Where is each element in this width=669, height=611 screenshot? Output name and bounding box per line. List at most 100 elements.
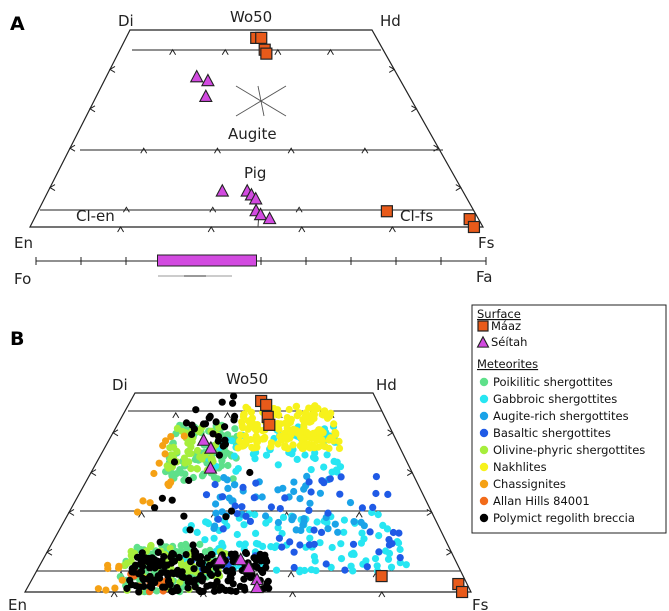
meteorite-point [176, 578, 184, 586]
meteorite-point [94, 585, 102, 593]
corner-label-di-b: Di [112, 376, 128, 394]
meteorite-point [187, 558, 195, 566]
meteorite-point [153, 557, 162, 565]
tick-mark [411, 105, 418, 113]
meteorite-point [223, 567, 231, 575]
augite-cross [235, 85, 287, 117]
meteorite-point [174, 566, 182, 575]
tick-mark [169, 48, 177, 55]
meteorite-point [317, 528, 326, 537]
meteorite-point [383, 525, 391, 533]
meteorite-point [184, 584, 192, 592]
meteorite-point [224, 484, 232, 492]
legend-marker-circle [479, 496, 489, 506]
tick-mark [90, 469, 97, 477]
meteorite-point [387, 563, 396, 571]
meteorite-point [305, 418, 314, 426]
meteorite-point [360, 535, 368, 543]
maaz-point [375, 569, 388, 583]
meteorite-point [240, 575, 248, 583]
meteorite-point [402, 561, 410, 569]
meteorite-point [200, 566, 208, 574]
meteorite-point [186, 526, 194, 534]
meteorite-point [363, 563, 371, 571]
corner-label-wo50-b: Wo50 [226, 370, 268, 388]
meteorite-point [173, 586, 182, 595]
meteorite-point [341, 566, 349, 574]
meteorite-point [118, 576, 126, 584]
meteorite-point [165, 481, 173, 490]
meteorite-point [246, 468, 254, 477]
meteorite-point [168, 569, 176, 577]
meteorite-point [278, 543, 286, 551]
meteorite-point [182, 551, 190, 559]
maaz-point [455, 585, 469, 599]
meteorite-point [184, 567, 193, 575]
corner-label-en-b: En [8, 596, 27, 611]
tick-mark [138, 511, 145, 518]
meteorite-point [164, 577, 173, 586]
meteorite-point [296, 428, 304, 436]
meteorite-point [192, 406, 200, 414]
meteorite-point [246, 517, 254, 526]
meteorite-point [334, 528, 342, 536]
meteorite-point [281, 434, 290, 442]
olivine-label-fa: Fa [476, 268, 492, 286]
meteorite-point [281, 494, 289, 502]
meteorite-point [242, 549, 251, 558]
meteorite-point [218, 457, 226, 465]
meteorite-point [151, 504, 159, 512]
meteorite-point [154, 548, 162, 557]
meteorite-point [275, 411, 283, 419]
meteorite-point [301, 566, 309, 575]
meteorite-point [296, 541, 304, 549]
meteorite-point [389, 528, 397, 537]
meteorite-point [135, 570, 143, 578]
tick-mark [207, 226, 215, 233]
meteorite-point [259, 568, 267, 577]
meteorite-point [231, 502, 239, 510]
plot-points-a [189, 31, 481, 234]
meteorite-point [318, 477, 326, 485]
meteorite-point [374, 510, 382, 519]
meteorite-point [210, 587, 218, 595]
meteorite-point [177, 547, 185, 555]
seitah-point [241, 560, 256, 574]
seitah-point [253, 207, 268, 221]
meteorite-point [281, 442, 289, 450]
meteorite-point [252, 529, 260, 538]
legend-marker-circle [479, 377, 489, 387]
tick-mark [117, 226, 125, 233]
meteorite-point [240, 521, 248, 529]
meteorite-point [167, 553, 175, 561]
meteorite-point [234, 444, 242, 452]
meteorite-point [255, 556, 263, 564]
tick-mark [109, 65, 116, 73]
tick-mark [69, 144, 76, 152]
meteorite-point [254, 540, 262, 548]
legend-title-surface: Surface [477, 307, 521, 321]
meteorite-point [358, 529, 366, 537]
corner-label-hd-a: Hd [380, 12, 401, 30]
meteorite-point [104, 561, 112, 569]
meteorite-point [170, 458, 179, 466]
meteorite-point [184, 448, 192, 456]
tick-mark [387, 429, 394, 437]
meteorite-point [210, 524, 218, 533]
legend: Surface Meteorites Máaz Séítah Poikilitic … [471, 304, 667, 534]
meteorite-point [310, 444, 318, 452]
meteorite-point [290, 487, 298, 496]
seitah-point [213, 552, 227, 566]
meteorite-point [262, 451, 271, 459]
meteorite-point [223, 476, 231, 484]
meteorite-point [335, 444, 344, 452]
olivine-axis [35, 257, 487, 265]
meteorite-point [230, 392, 238, 400]
panel-label-a: A [10, 13, 25, 35]
meteorite-point [253, 438, 261, 446]
meteorite-point [224, 461, 232, 470]
meteorite-point [375, 532, 383, 540]
legend-marker-square [477, 320, 489, 332]
meteorite-point [162, 437, 170, 445]
meteorite-point [189, 541, 197, 549]
